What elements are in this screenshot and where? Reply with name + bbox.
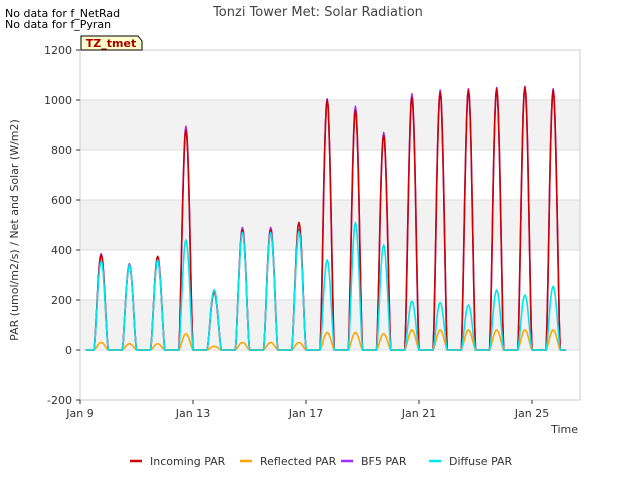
y-tick-label: 1200 (44, 44, 72, 57)
y-axis-label: PAR (umol/m2/s) / Net and Solar (W/m2) (8, 119, 21, 341)
note-pyran: No data for f_Pyran (5, 18, 112, 31)
legend-item: Incoming PAR (130, 455, 226, 468)
y-tick-label: 400 (51, 244, 72, 257)
y-tick-label: 200 (51, 294, 72, 307)
site-label: TZ_tmet (86, 37, 136, 50)
series-line-reflected-par (85, 329, 566, 351)
x-axis-label: Time (550, 423, 578, 436)
x-tick-label: Jan 21 (401, 407, 436, 420)
y-tick-label: 600 (51, 194, 72, 207)
grid-bands (80, 100, 580, 350)
x-tick-label: Jan 25 (514, 407, 549, 420)
x-tick-label: Jan 9 (65, 407, 93, 420)
note-netrad: No data for f_NetRad (5, 7, 121, 20)
y-tick-label: -200 (47, 394, 72, 407)
legend-item: Reflected PAR (240, 455, 337, 468)
legend-item: Diffuse PAR (429, 455, 513, 468)
x-axis: Jan 9 Jan 13 Jan 17 Jan 21 Jan 25 (65, 400, 549, 420)
y-axis: -200 0 200 400 600 800 1000 1200 (44, 44, 80, 407)
x-tick-label: Jan 13 (175, 407, 210, 420)
x-tick-label: Jan 17 (288, 407, 323, 420)
legend-label: Diffuse PAR (449, 455, 513, 468)
series-line-diffuse-par (85, 221, 566, 351)
legend-label: Reflected PAR (260, 455, 337, 468)
grid-band (80, 300, 580, 350)
legend-label: Incoming PAR (150, 455, 226, 468)
legend-item: BF5 PAR (341, 455, 407, 468)
y-tick-label: 800 (51, 144, 72, 157)
chart-title: Tonzi Tower Met: Solar Radiation (212, 5, 423, 20)
y-tick-label: 0 (65, 344, 72, 357)
grid-band (80, 200, 580, 250)
plot-frame (79, 49, 581, 401)
legend-label: BF5 PAR (361, 455, 407, 468)
y-tick-label: 1000 (44, 94, 72, 107)
legend: Incoming PAR Reflected PAR BF5 PAR Diffuse … (130, 455, 513, 468)
site-label-box: TZ_tmet (80, 35, 143, 51)
series-group (85, 85, 566, 351)
